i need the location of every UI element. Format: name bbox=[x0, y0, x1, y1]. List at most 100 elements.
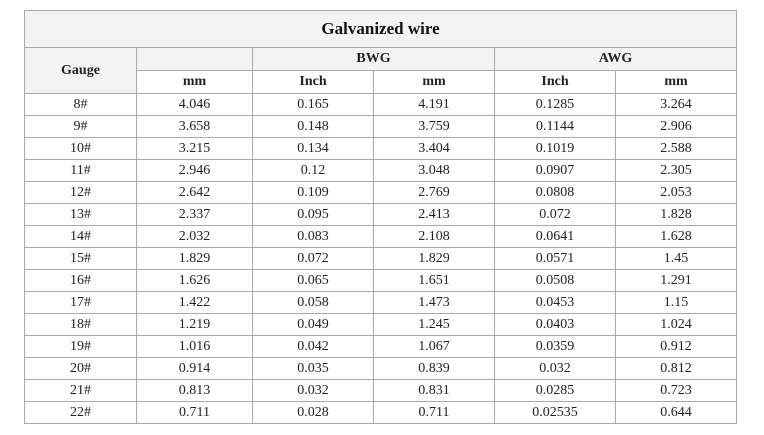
gauge-cell: 12# bbox=[24, 181, 137, 204]
bwg-mm-cell: 1.829 bbox=[373, 247, 495, 270]
mm-cell: 2.946 bbox=[136, 159, 253, 182]
awg-mm-cell: 1.291 bbox=[614, 269, 738, 292]
bwg-mm-cell: 2.769 bbox=[373, 181, 495, 204]
bwg-inch-cell: 0.083 bbox=[252, 225, 374, 248]
gauge-cell: 10# bbox=[24, 137, 137, 160]
table-body: 8# 4.046 0.165 4.191 0.1285 3.264 9# 3.658 0.148… bbox=[24, 93, 738, 424]
bwg-mm-cell: 3.404 bbox=[373, 137, 495, 160]
header-row-units: mm Inch mm Inch mm bbox=[25, 70, 738, 94]
awg-inch-cell: 0.0403 bbox=[494, 313, 616, 336]
bwg-mm-cell: 2.108 bbox=[373, 225, 495, 248]
table-row: 18# 1.219 0.049 1.245 0.0403 1.024 bbox=[24, 313, 738, 336]
awg-inch-cell: 0.0641 bbox=[494, 225, 616, 248]
awg-mm-cell: 2.305 bbox=[614, 159, 738, 182]
bwg-mm-cell: 1.473 bbox=[373, 291, 495, 314]
mm-cell: 0.711 bbox=[136, 401, 253, 424]
bwg-inch-cell: 0.058 bbox=[252, 291, 374, 314]
bwg-inch-header: Inch bbox=[252, 70, 374, 94]
mm-cell: 1.829 bbox=[136, 247, 253, 270]
awg-mm-cell: 2.906 bbox=[614, 115, 738, 138]
mm-cell: 2.337 bbox=[136, 203, 253, 226]
awg-inch-cell: 0.1019 bbox=[494, 137, 616, 160]
awg-mm-cell: 2.053 bbox=[614, 181, 738, 204]
bwg-inch-cell: 0.065 bbox=[252, 269, 374, 292]
table-row: 14# 2.032 0.083 2.108 0.0641 1.628 bbox=[24, 225, 738, 248]
gauge-cell: 8# bbox=[24, 93, 137, 116]
bwg-inch-cell: 0.072 bbox=[252, 247, 374, 270]
bwg-mm-cell: 4.191 bbox=[373, 93, 495, 116]
awg-mm-cell: 0.912 bbox=[614, 335, 738, 358]
mm-cell: 2.642 bbox=[136, 181, 253, 204]
awg-mm-cell: 1.45 bbox=[614, 247, 738, 270]
title-row: Galvanized wire bbox=[23, 10, 738, 48]
gauge-cell: 19# bbox=[24, 335, 137, 358]
bwg-mm-cell: 2.413 bbox=[373, 203, 495, 226]
bwg-inch-cell: 0.032 bbox=[252, 379, 374, 402]
bwg-mm-cell: 3.048 bbox=[373, 159, 495, 182]
awg-mm-header: mm bbox=[614, 70, 738, 94]
awg-header: AWG bbox=[493, 47, 738, 71]
table-row: 9# 3.658 0.148 3.759 0.1144 2.906 bbox=[24, 115, 738, 138]
awg-mm-cell: 0.812 bbox=[614, 357, 738, 380]
mm-cell: 1.626 bbox=[136, 269, 253, 292]
awg-inch-cell: 0.0808 bbox=[494, 181, 616, 204]
blank-header-cell bbox=[136, 47, 253, 71]
table-row: 11# 2.946 0.12 3.048 0.0907 2.305 bbox=[24, 159, 738, 182]
mm-cell: 1.219 bbox=[136, 313, 253, 336]
awg-mm-cell: 3.264 bbox=[614, 93, 738, 116]
table-row: 17# 1.422 0.058 1.473 0.0453 1.15 bbox=[24, 291, 738, 314]
mm-cell: 0.813 bbox=[136, 379, 253, 402]
table-row: 19# 1.016 0.042 1.067 0.0359 0.912 bbox=[24, 335, 738, 358]
bwg-inch-cell: 0.165 bbox=[252, 93, 374, 116]
gauge-cell: 14# bbox=[24, 225, 137, 248]
table-container: Galvanized wire Gauge BWG AWG mm Inch mm… bbox=[23, 10, 738, 424]
bwg-mm-cell: 1.651 bbox=[373, 269, 495, 292]
bwg-header: BWG bbox=[252, 47, 495, 71]
bwg-inch-cell: 0.12 bbox=[252, 159, 374, 182]
mm-header: mm bbox=[136, 70, 253, 94]
awg-mm-cell: 2.588 bbox=[614, 137, 738, 160]
bwg-inch-cell: 0.049 bbox=[252, 313, 374, 336]
gauge-cell: 15# bbox=[24, 247, 137, 270]
mm-cell: 1.016 bbox=[136, 335, 253, 358]
table-row: 12# 2.642 0.109 2.769 0.0808 2.053 bbox=[24, 181, 738, 204]
bwg-mm-cell: 0.711 bbox=[373, 401, 495, 424]
gauge-cell: 18# bbox=[24, 313, 137, 336]
galvanized-wire-table: Galvanized wire Gauge BWG AWG mm Inch mm… bbox=[23, 10, 738, 424]
gauge-cell: 17# bbox=[24, 291, 137, 314]
table-row: 16# 1.626 0.065 1.651 0.0508 1.291 bbox=[24, 269, 738, 292]
awg-inch-cell: 0.1285 bbox=[494, 93, 616, 116]
mm-cell: 0.914 bbox=[136, 357, 253, 380]
awg-mm-cell: 1.828 bbox=[614, 203, 738, 226]
gauge-cell: 20# bbox=[24, 357, 137, 380]
awg-inch-cell: 0.0571 bbox=[494, 247, 616, 270]
awg-mm-cell: 1.024 bbox=[614, 313, 738, 336]
gauge-cell: 21# bbox=[24, 379, 137, 402]
bwg-inch-cell: 0.095 bbox=[252, 203, 374, 226]
awg-inch-cell: 0.032 bbox=[494, 357, 616, 380]
bwg-inch-cell: 0.042 bbox=[252, 335, 374, 358]
bwg-mm-header: mm bbox=[373, 70, 495, 94]
gauge-cell: 16# bbox=[24, 269, 137, 292]
mm-cell: 4.046 bbox=[136, 93, 253, 116]
mm-cell: 2.032 bbox=[136, 225, 253, 248]
mm-cell: 1.422 bbox=[136, 291, 253, 314]
table-row: 20# 0.914 0.035 0.839 0.032 0.812 bbox=[24, 357, 738, 380]
table-row: 10# 3.215 0.134 3.404 0.1019 2.588 bbox=[24, 137, 738, 160]
bwg-mm-cell: 3.759 bbox=[373, 115, 495, 138]
awg-inch-cell: 0.072 bbox=[494, 203, 616, 226]
awg-inch-cell: 0.0453 bbox=[494, 291, 616, 314]
awg-inch-cell: 0.0508 bbox=[494, 269, 616, 292]
bwg-mm-cell: 0.839 bbox=[373, 357, 495, 380]
awg-inch-cell: 0.0907 bbox=[494, 159, 616, 182]
table-row: 21# 0.813 0.032 0.831 0.0285 0.723 bbox=[24, 379, 738, 402]
awg-mm-cell: 0.723 bbox=[614, 379, 738, 402]
bwg-inch-cell: 0.148 bbox=[252, 115, 374, 138]
bwg-mm-cell: 1.067 bbox=[373, 335, 495, 358]
awg-mm-cell: 1.15 bbox=[614, 291, 738, 314]
awg-inch-cell: 0.02535 bbox=[494, 401, 616, 424]
bwg-inch-cell: 0.134 bbox=[252, 137, 374, 160]
table-row: 22# 0.711 0.028 0.711 0.02535 0.644 bbox=[24, 401, 738, 424]
bwg-inch-cell: 0.109 bbox=[252, 181, 374, 204]
awg-inch-cell: 0.1144 bbox=[494, 115, 616, 138]
